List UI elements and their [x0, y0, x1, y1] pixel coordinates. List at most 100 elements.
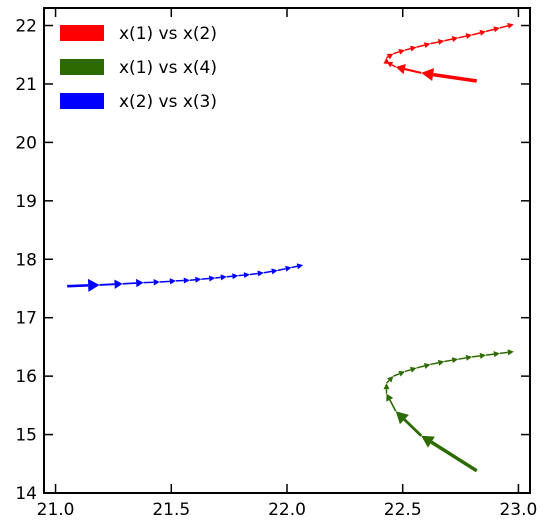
series-x-1-vs-x-2-arrow-shaft	[499, 25, 509, 29]
legend-swatch	[60, 59, 104, 75]
series-x-2-vs-x-3-arrow-head	[87, 278, 100, 292]
legend-label: x(1) vs x(2)	[119, 24, 217, 44]
series-x-1-vs-x-4-arrow	[416, 363, 431, 369]
series-x-2-vs-x-3-arrow-shaft	[67, 284, 89, 288]
series-x-1-vs-x-4-arrow	[385, 376, 394, 384]
x-tick-label: 22.5	[384, 500, 422, 520]
series-x-2-vs-x-3-arrow	[215, 274, 227, 281]
series-x-2-vs-x-3-arrow-shaft	[291, 265, 298, 269]
series-x-2-vs-x-3-arrow	[249, 270, 264, 277]
series-x-2-vs-x-3-arrow-head	[271, 268, 278, 275]
series-x-2-vs-x-3-arrow-head	[114, 279, 123, 289]
series-x-1-vs-x-2-arrow-head	[493, 26, 500, 33]
series-x-1-vs-x-2-arrow-shaft	[404, 47, 411, 51]
series-x-1-vs-x-2-arrow-shaft	[393, 51, 400, 55]
series-x-1-vs-x-2-arrow-head	[437, 39, 445, 45]
series-x-1-vs-x-4-arrow-shaft	[430, 440, 478, 473]
series-x-1-vs-x-2-arrow	[471, 29, 487, 36]
series-x-1-vs-x-2-arrow-shaft	[485, 28, 495, 33]
series-x-2-vs-x-3-arrow-shaft	[189, 278, 196, 282]
series-x-1-vs-x-4-arrow	[386, 393, 397, 412]
y-tick-label: 22	[15, 17, 37, 37]
series-x-2-vs-x-3-arrow-head	[257, 270, 264, 277]
series-x-1-vs-x-2-arrow-shaft	[432, 72, 478, 83]
y-tick-label: 14	[15, 484, 37, 504]
series-x-1-vs-x-4-arrow-shaft	[458, 357, 467, 360]
series-x-1-vs-x-2-arrow-head	[410, 45, 417, 52]
series-x-1-vs-x-4-arrow-head	[386, 393, 394, 402]
series-x-1-vs-x-4-arrow-shaft	[499, 351, 508, 355]
series-x-1-vs-x-2-arrow	[458, 33, 473, 40]
axes: 21.0 21.5 22.0 22.5 23.0 14 15 16 17 18 19 20 21 22	[15, 8, 537, 520]
series-x-2-vs-x-3-arrow-head	[232, 273, 239, 280]
series-x-1-vs-x-2-arrow	[393, 48, 406, 55]
series-x-1-vs-x-2-arrow-head	[421, 68, 435, 82]
series-x-1-vs-x-4-arrow	[485, 351, 500, 358]
y-tick-label: 16	[15, 367, 37, 387]
y-tick-label: 21	[15, 75, 37, 95]
series-x-2-vs-x-3-arrow	[99, 279, 123, 289]
series-x-1-vs-x-4-arrow-head	[395, 411, 409, 425]
series-x-1-vs-x-4-arrow	[430, 359, 445, 366]
series-x-1-vs-x-2-arrow	[421, 68, 478, 83]
series-x-1-vs-x-4-arrow	[404, 366, 417, 373]
series-x-1-vs-x-4-arrow-head	[387, 376, 394, 383]
series-x-2-vs-x-3-arrow-shaft	[226, 275, 233, 278]
series-x-1-vs-x-2-arrow-shaft	[458, 35, 467, 39]
series-x-1-vs-x-4-arrow	[393, 370, 406, 377]
series-x-2-vs-x-3-arrow-head	[195, 276, 202, 283]
series-x-1-vs-x-2-arrow-head	[398, 48, 406, 55]
series-x-2-vs-x-3-arrow-head	[169, 278, 176, 285]
series-x-2-vs-x-3-arrow-shaft	[201, 277, 210, 280]
series-x-1-vs-x-2-arrow	[430, 39, 445, 45]
series-x-1-vs-x-4-arrow-head	[507, 349, 514, 356]
series-x-1-vs-x-4-arrow-head	[465, 354, 473, 361]
series-x-1-vs-x-2-arrow	[499, 22, 514, 29]
series-x-1-vs-x-4-arrow	[383, 383, 390, 394]
series-x-1-vs-x-4-arrow	[458, 354, 473, 361]
series-x-2-vs-x-3-arrow	[238, 272, 250, 279]
series-x-1-vs-x-2-arrow-head	[395, 63, 406, 75]
series-x-2-vs-x-3-arrow-shaft	[249, 272, 258, 276]
chart-marks	[67, 22, 514, 473]
series-x-2-vs-x-3-arrow	[226, 273, 239, 280]
legend-item: x(1) vs x(4)	[60, 58, 217, 78]
series-x-1-vs-x-2-arrow-head	[507, 22, 514, 29]
series-x-1-vs-x-2-arrow-head	[479, 29, 487, 36]
plot-area	[43, 7, 531, 494]
series-x-2-vs-x-3-arrow-head	[135, 278, 144, 288]
series-x-1-vs-x-2-arrow	[416, 42, 431, 49]
series-x-2-vs-x-3-arrow-head	[285, 265, 292, 272]
series-x-1-vs-x-4-arrow-head	[493, 351, 500, 358]
series-x-1-vs-x-4-arrow	[499, 349, 514, 356]
series-x-1-vs-x-2-arrow-head	[386, 53, 394, 60]
series-x-1-vs-x-4-arrow-shaft	[485, 353, 495, 356]
series-x-1-vs-x-4-arrow	[472, 352, 487, 359]
series-x-1-vs-x-2-arrow-head	[465, 33, 473, 40]
series-x-1-vs-x-2-arrow-shaft	[444, 38, 453, 42]
series-x-2-vs-x-3-arrow	[263, 268, 278, 275]
series-x-2-vs-x-3-arrow-head	[183, 277, 190, 284]
series-x-1-vs-x-2-arrow-shaft	[416, 44, 425, 48]
series-x-2-vs-x-3-arrow-shaft	[99, 283, 115, 286]
series-x-2-vs-x-3-arrow-head	[243, 272, 250, 279]
series-x-1-vs-x-2-arrow	[485, 26, 500, 33]
series-x-1-vs-x-2-arrow-shaft	[471, 32, 481, 36]
series-x-1-vs-x-2-arrow	[404, 45, 417, 52]
legend-item: x(2) vs x(3)	[60, 92, 217, 112]
series-x-1-vs-x-4-arrow-head	[398, 370, 406, 377]
series-x-1-vs-x-4-arrow-head	[383, 383, 390, 390]
series-x-1-vs-x-4-arrow-shaft	[389, 399, 397, 412]
series-x-2-vs-x-3-arrow-head	[209, 275, 216, 282]
series-x-1-vs-x-2-arrow	[383, 57, 390, 64]
series-x-1-vs-x-4-arrow-shaft	[385, 379, 390, 384]
series-x-1-vs-x-4-arrow	[444, 357, 459, 364]
series-x-1-vs-x-4-arrow-head	[437, 359, 445, 366]
series-x-1-vs-x-4-arrow-shaft	[416, 365, 425, 369]
x-tick-label: 21.0	[37, 500, 75, 520]
series-x-1-vs-x-2-arrow	[444, 36, 459, 42]
series-x-1-vs-x-4-arrow-head	[423, 363, 431, 369]
series-x-2-vs-x-3-arrow	[277, 265, 292, 272]
series-x-2-vs-x-3-arrow-head	[296, 263, 304, 270]
series-x-1-vs-x-2-arrow	[386, 53, 394, 60]
